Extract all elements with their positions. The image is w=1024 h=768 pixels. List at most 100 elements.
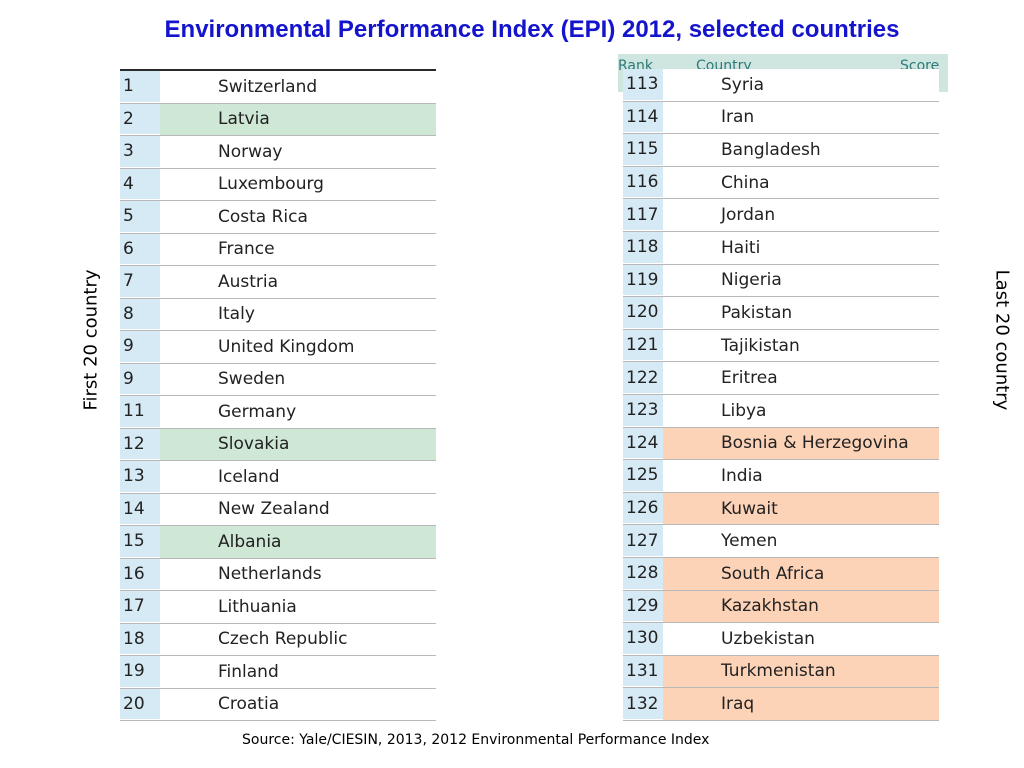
country-cell: South Africa — [663, 557, 939, 590]
table-row: 130 Uzbekistan — [623, 623, 939, 656]
table-row: 12 Slovakia — [120, 428, 436, 461]
table-row: 131 Turkmenistan — [623, 655, 939, 689]
rank-cell: 13 — [120, 461, 160, 493]
table-row: 9 Sweden — [120, 363, 436, 396]
rank-cell: 15 — [120, 526, 160, 558]
rank-cell: 1 — [120, 71, 160, 103]
country-cell: Latvia — [160, 103, 436, 135]
rank-cell: 115 — [623, 134, 663, 166]
country-cell: Czech Republic — [218, 629, 348, 650]
country-cell: Iraq — [663, 688, 939, 720]
country-cell: Kazakhstan — [663, 590, 939, 623]
rank-cell: 129 — [623, 590, 663, 623]
country-cell: Luxembourg — [218, 174, 324, 195]
rank-cell: 2 — [120, 103, 160, 135]
country-cell: Bosnia & Herzegovina — [663, 427, 939, 460]
country-cell: Uzbekistan — [721, 628, 815, 649]
table-row: 1 Switzerland — [120, 71, 436, 104]
rank-cell: 124 — [623, 427, 663, 460]
rank-cell: 4 — [120, 168, 160, 200]
table-row: 126 Kuwait — [623, 492, 939, 526]
country-cell: Costa Rica — [218, 206, 308, 227]
table-row: 20 Croatia — [120, 688, 436, 721]
country-cell: Tajikistan — [721, 335, 800, 356]
table-row: 17 Lithuania — [120, 591, 436, 624]
country-cell: Turkmenistan — [663, 655, 939, 688]
rank-cell: 8 — [120, 298, 160, 330]
country-cell: China — [721, 172, 770, 193]
country-cell: France — [218, 239, 275, 260]
rank-cell: 3 — [120, 136, 160, 168]
rank-cell: 16 — [120, 558, 160, 590]
rank-cell: 11 — [120, 396, 160, 428]
country-cell: Sweden — [218, 369, 286, 390]
table-row: 3 Norway — [120, 136, 436, 169]
rank-cell: 119 — [623, 264, 663, 297]
table-row: 7 Austria — [120, 266, 436, 299]
rank-cell: 126 — [623, 492, 663, 525]
country-cell: Italy — [218, 304, 255, 325]
rank-cell: 122 — [623, 362, 663, 394]
table-row: 5 Costa Rica — [120, 201, 436, 234]
country-cell: Slovakia — [160, 428, 436, 460]
country-cell: Switzerland — [218, 76, 318, 97]
table-row: 118 Haiti — [623, 231, 939, 265]
table-row: 124 Bosnia & Herzegovina — [623, 427, 939, 461]
rank-cell: 128 — [623, 557, 663, 590]
table-row: 123 Libya — [623, 394, 939, 428]
table-row: 127 Yemen — [623, 525, 939, 558]
table-row: 115 Bangladesh — [623, 134, 939, 167]
table-row: 6 France — [120, 233, 436, 266]
table-row: 11 Germany — [120, 396, 436, 429]
table-row: 128 South Africa — [623, 557, 939, 591]
rank-cell: 116 — [623, 166, 663, 199]
table-row: 14 New Zealand — [120, 493, 436, 526]
table-row: 2 Latvia — [120, 103, 436, 136]
rank-cell: 6 — [120, 233, 160, 265]
table-row: 117 Jordan — [623, 199, 939, 232]
rank-cell: 7 — [120, 266, 160, 298]
rank-cell: 123 — [623, 394, 663, 427]
rank-cell: 121 — [623, 329, 663, 362]
table-row: 19 Finland — [120, 656, 436, 689]
rank-cell: 14 — [120, 493, 160, 525]
country-cell: United Kingdom — [218, 336, 355, 357]
country-cell: Syria — [721, 74, 764, 95]
country-cell: Iran — [721, 107, 755, 128]
table-row: 129 Kazakhstan — [623, 590, 939, 624]
rank-cell: 20 — [120, 688, 160, 720]
slide-title: Environmental Performance Index (EPI) 20… — [164, 16, 900, 43]
table-row: 16 Netherlands — [120, 558, 436, 591]
table-row: 120 Pakistan — [623, 297, 939, 330]
first-20-label: First 20 country — [80, 269, 102, 411]
rank-cell: 113 — [623, 69, 663, 101]
country-cell: Croatia — [218, 694, 280, 715]
country-cell: Nigeria — [721, 270, 782, 291]
rank-cell: 117 — [623, 199, 663, 231]
country-cell: Haiti — [721, 237, 761, 258]
table-row: 114 Iran — [623, 101, 939, 135]
country-cell: Iceland — [218, 466, 280, 487]
rank-cell: 118 — [623, 231, 663, 264]
country-cell: India — [721, 465, 763, 486]
country-cell: Netherlands — [218, 564, 322, 585]
rank-cell: 19 — [120, 656, 160, 688]
country-cell: Pakistan — [721, 302, 793, 323]
country-cell: Austria — [218, 271, 279, 292]
last-20-table: 113 Syria 114 Iran 115 Bangladesh 116 China 117 J… — [623, 69, 939, 721]
table-row: 132 Iraq — [623, 688, 939, 721]
rank-cell: 130 — [623, 623, 663, 655]
table-row: 13 Iceland — [120, 461, 436, 494]
rank-cell: 9 — [120, 331, 160, 363]
country-cell: Germany — [218, 401, 297, 422]
rank-cell: 18 — [120, 623, 160, 655]
country-cell: Eritrea — [721, 368, 778, 389]
rank-cell: 5 — [120, 201, 160, 233]
country-cell: Yemen — [721, 531, 778, 552]
rank-cell: 132 — [623, 688, 663, 720]
last-20-label: Last 20 country — [991, 269, 1013, 411]
rank-cell: 114 — [623, 101, 663, 134]
table-row: 122 Eritrea — [623, 362, 939, 395]
rank-cell: 9 — [120, 363, 160, 395]
